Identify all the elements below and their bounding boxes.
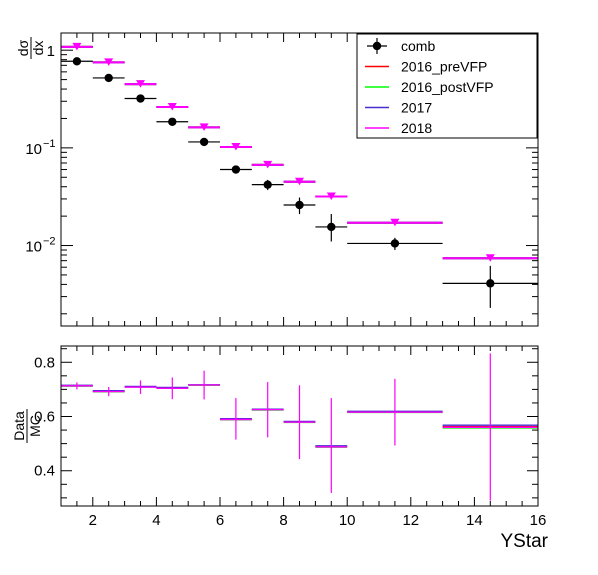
comb-point — [199, 137, 209, 147]
comb-point — [390, 239, 400, 248]
main-y-tick-label: 10 −1 — [25, 138, 55, 158]
mc-marker-2018 — [199, 123, 209, 131]
main-y-axis-label: dσ dx — [15, 37, 46, 59]
legend-entry-2018: 2018 — [365, 120, 432, 136]
ratio-panel: 2 4 6 8 10 12 14 16 0.4 0.6 0.8 — [34, 345, 546, 529]
legend-entry-comb: comb — [367, 38, 435, 54]
ratio-x-tick-label: 16 — [530, 512, 547, 529]
svg-text:1: 1 — [47, 43, 55, 60]
comb-point — [168, 117, 177, 126]
legend-label: 2016_preVFP — [401, 59, 487, 75]
main-panel-frame — [60, 32, 539, 327]
legend-label: 2016_postVFP — [401, 79, 494, 95]
ratio-y-tick-label: 0.4 — [34, 463, 55, 480]
ratio-y-axis-label: Data MC — [11, 409, 43, 443]
mc-marker-2018 — [390, 218, 400, 227]
legend-label: comb — [401, 38, 435, 54]
legend-entry-2016_preVFP: 2016_preVFP — [365, 59, 487, 75]
ratio-panel-frame — [60, 345, 539, 507]
comb-point — [104, 73, 113, 83]
main-panel: 110−110−2 — [25, 32, 539, 327]
mc-marker-2018 — [263, 160, 273, 169]
svg-text:10: 10 — [25, 141, 42, 158]
ratio-x-tick-label: 2 — [89, 512, 97, 529]
comb-point — [72, 57, 82, 66]
mc-marker-2018 — [136, 80, 145, 88]
ratio-x-tick-label: 14 — [466, 512, 483, 529]
svg-text:−1: −1 — [43, 138, 56, 150]
svg-text:−2: −2 — [43, 236, 56, 248]
mc-marker-2018 — [104, 58, 114, 66]
ratio-series-2018 — [61, 353, 538, 501]
ratio-x-tick-label: 6 — [216, 512, 224, 529]
ratio-panel-data — [61, 353, 538, 501]
mc-marker-2018 — [231, 143, 241, 151]
comb-point — [231, 165, 241, 174]
main-y-tick-label: 1 — [47, 43, 55, 60]
ratio-x-tick-label: 4 — [152, 512, 160, 529]
ratio-y-label-denominator: MC — [27, 415, 43, 437]
mc-marker-2018 — [295, 177, 304, 186]
main-panel-data — [61, 42, 538, 308]
ratio-y-label-numerator: Data — [11, 411, 27, 441]
main-y-tick-label: 10 −2 — [25, 236, 55, 256]
comb-point — [486, 279, 495, 288]
ratio-x-tick-label: 8 — [279, 512, 287, 529]
legend-box — [356, 33, 538, 139]
legend-label: 2018 — [401, 120, 432, 136]
comb-point — [295, 200, 304, 210]
mc-marker-2018 — [167, 103, 177, 111]
comb-point — [136, 94, 145, 103]
main-y-label-numerator: dσ — [15, 39, 31, 56]
comb-point — [327, 222, 336, 232]
comb-point — [263, 180, 272, 189]
ratio-x-tick-label: 12 — [402, 512, 419, 529]
ratio-x-tick-label: 10 — [339, 512, 356, 529]
series-2018 — [61, 42, 538, 262]
svg-text:10: 10 — [25, 239, 42, 256]
mc-marker-2018 — [485, 254, 495, 262]
x-axis-label: YStar — [500, 531, 548, 552]
main-y-label-denominator: dx — [30, 41, 46, 56]
ratio-y-tick-label: 0.6 — [34, 409, 55, 426]
ratio-panel-axes: 2 4 6 8 10 12 14 16 0.4 0.6 0.8 — [34, 346, 546, 529]
mc-marker-2018 — [72, 42, 82, 51]
series-comb — [61, 57, 538, 308]
mc-marker-2018 — [326, 192, 336, 200]
legend-entry-2016_postVFP: 2016_postVFP — [365, 79, 494, 95]
ratio-y-tick-label: 0.8 — [34, 354, 55, 371]
legend-entry-2017: 2017 — [365, 100, 432, 116]
legend: comb 2016_preVFP 2016_postVFP 2017 2018 — [356, 33, 538, 139]
legend-label: 2017 — [401, 100, 432, 116]
